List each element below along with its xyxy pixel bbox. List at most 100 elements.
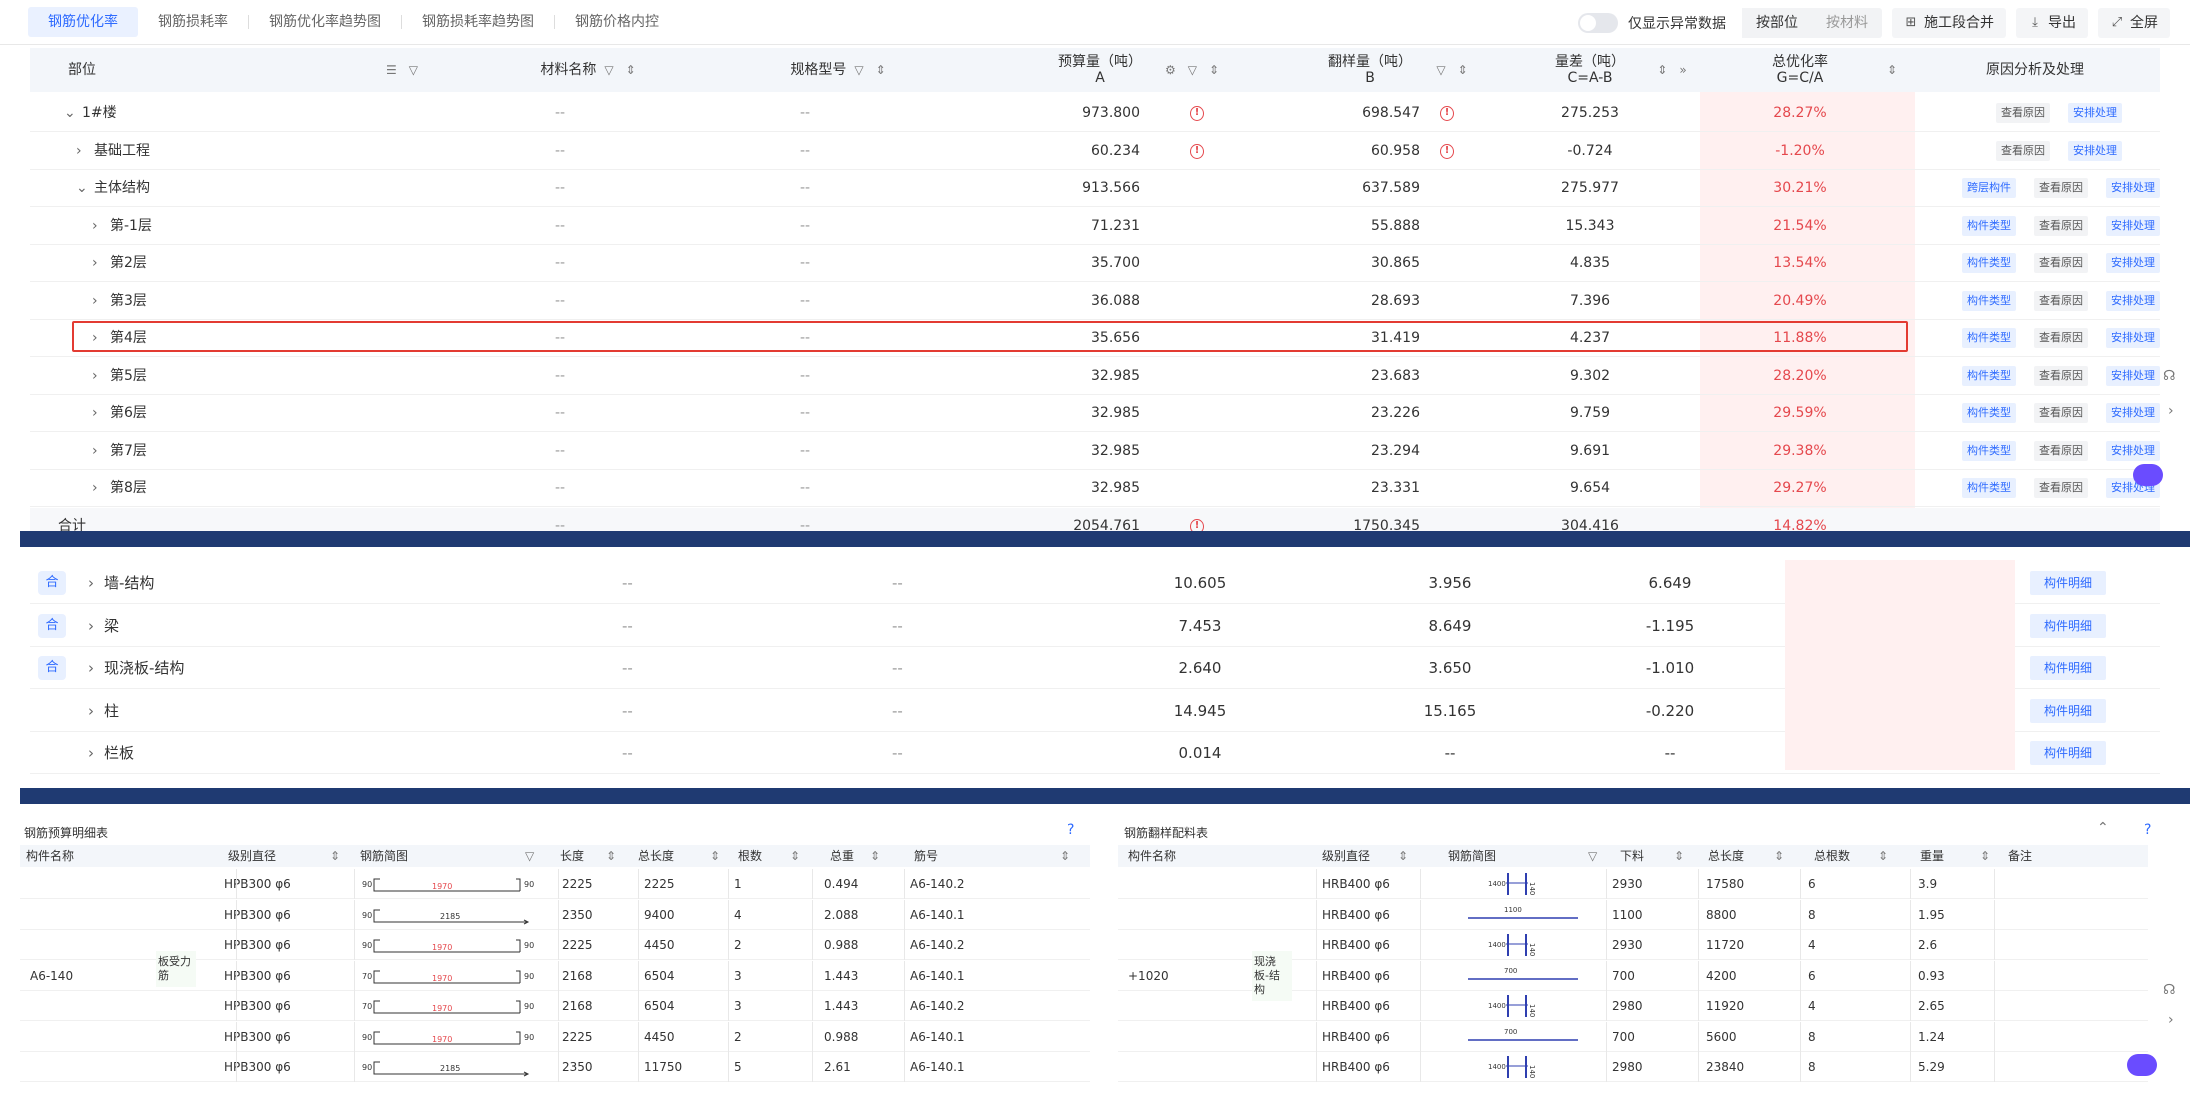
tab-price-control[interactable]: 钢筋价格内控 (575, 14, 659, 30)
action-tag-1[interactable]: 查看原因 (2034, 253, 2088, 273)
detail-row[interactable]: HRB400 φ6 1400 140 2930 17580 6 3.9 (1118, 869, 2148, 899)
table-row[interactable]: ⌄ 主体结构 -- -- 913.566 637.589 275.977 30.21% 跨层构件… (30, 170, 2160, 207)
sort-icon[interactable]: ⇕ (625, 63, 640, 77)
sort-icon[interactable]: ⇕ (330, 849, 341, 863)
component-detail-button[interactable]: 构件明细 (2030, 698, 2107, 723)
chevron-right-icon[interactable]: › (76, 142, 82, 159)
merged-badge[interactable]: 合 (38, 571, 66, 595)
filter-icon[interactable]: ▽ (1436, 63, 1450, 77)
action-tag-0[interactable]: 构件类型 (1962, 440, 2016, 461)
action-tag-1[interactable]: 查看原因 (2034, 215, 2088, 236)
chevron-right-icon[interactable]: › (92, 405, 98, 421)
chevron-right-icon[interactable]: › (88, 574, 94, 592)
detail-row[interactable]: HPB300 φ6 90 1970 90 2225 2225 1 0.494 A6-140.2 (20, 869, 1090, 899)
sort-icon[interactable]: ⇕ (710, 849, 721, 863)
component-detail-button[interactable]: 构件明细 (2030, 571, 2107, 595)
action-tag-1[interactable]: 查看原因 (2034, 440, 2088, 461)
warning-icon[interactable]: ! (1440, 143, 1454, 159)
filter-icon[interactable]: ▽ (854, 63, 868, 77)
detail-row[interactable]: HRB400 φ6 700 700 5600 8 1.24 (1118, 1021, 2148, 1052)
chevron-right-icon[interactable]: › (88, 701, 94, 720)
detail-row[interactable]: HRB400 φ6 700 700 4200 6 0.93 (1118, 960, 2148, 991)
chevron-right-icon[interactable]: › (92, 442, 98, 459)
action-tag-1[interactable]: 安排处理 (2068, 103, 2122, 123)
merge-segment-button[interactable]: ⊞ 施工段合并 (1892, 8, 2006, 38)
sort-icon[interactable]: ⇕ (1657, 63, 1672, 77)
headset-icon[interactable]: ☊ (2163, 368, 2176, 384)
table-row[interactable]: › 第4层 -- -- 35.656 31.419 4.237 11.88% 构件类型 查看原因安… (30, 320, 2160, 357)
chevron-down-icon[interactable]: ⌄ (76, 180, 88, 196)
splitter-bar[interactable] (20, 531, 2190, 547)
action-tag-2[interactable]: 安排处理 (2106, 365, 2160, 386)
action-tag-2[interactable]: 安排处理 (2106, 253, 2160, 273)
sort-icon[interactable]: ⇕ (870, 849, 881, 863)
action-tag-1[interactable]: 查看原因 (2034, 478, 2088, 498)
sort-icon[interactable]: ⇕ (1398, 849, 1409, 863)
sort-icon[interactable]: ⇕ (1774, 849, 1785, 863)
detail-row[interactable]: HPB300 φ6 70 1970 90 2168 6504 3 1.443 A6-140.2 (20, 991, 1090, 1021)
filter-icon[interactable]: ▽ (1588, 849, 1598, 863)
action-tag-0[interactable]: 构件类型 (1962, 478, 2016, 498)
sort-icon[interactable]: ⇕ (1878, 849, 1889, 863)
table-row[interactable]: › 第-1层 -- -- 71.231 55.888 15.343 21.54% 构件类型 查看原… (30, 208, 2160, 245)
chevron-right-icon[interactable]: › (92, 480, 98, 496)
filter-icon[interactable]: ▽ (525, 849, 535, 863)
tab-rebar-optimization-rate[interactable]: 钢筋优化率 (28, 7, 138, 37)
detail-row[interactable]: HRB400 φ6 1400 140 2930 11720 4 2.6 (1118, 930, 2148, 960)
component-detail-button[interactable]: 构件明细 (2030, 656, 2107, 680)
warning-icon[interactable]: ! (1190, 106, 1204, 121)
filter-icon[interactable]: ▽ (1187, 63, 1201, 77)
component-detail-button[interactable]: 构件明细 (2030, 613, 2107, 638)
table-row[interactable]: › 第3层 -- -- 36.088 28.693 7.396 20.49% 构件类型 查看原因安… (30, 283, 2160, 320)
chat-bubble-icon[interactable] (2127, 1054, 2157, 1076)
warning-icon[interactable]: ! (1440, 106, 1454, 121)
sort-list-icon[interactable]: ☰ (386, 63, 401, 77)
export-button[interactable]: ⤓ 导出 (2016, 8, 2088, 38)
headset-icon[interactable]: ☊ (2163, 982, 2176, 998)
collapse-up-icon[interactable]: ⌃ (2097, 820, 2109, 836)
action-tag-0[interactable]: 跨层构件 (1962, 178, 2016, 198)
sort-icon[interactable]: ⇕ (1457, 63, 1472, 77)
warning-icon[interactable]: ! (1190, 143, 1204, 159)
action-tag-1[interactable]: 查看原因 (2034, 328, 2088, 348)
tab-rebar-loss-rate[interactable]: 钢筋损耗率 (158, 14, 228, 30)
chevron-right-icon[interactable]: › (2168, 1012, 2174, 1028)
action-tag-2[interactable]: 安排处理 (2106, 440, 2160, 461)
action-tag-0[interactable]: 构件类型 (1962, 403, 2016, 423)
table-row[interactable]: › 基础工程 -- -- 60.234! 60.958! -0.724 -1.20% 查看原因安… (30, 133, 2160, 170)
table-row[interactable]: › 第2层 -- -- 35.700 30.865 4.835 13.54% 构件类型 查看原因安… (30, 245, 2160, 282)
help-icon[interactable]: ? (2144, 822, 2152, 838)
abnormal-only-toggle[interactable] (1578, 13, 1618, 33)
action-tag-2[interactable]: 安排处理 (2106, 178, 2160, 198)
table-row[interactable]: › 第8层 -- -- 32.985 23.331 9.654 29.27% 构件类型 查看原因安… (30, 470, 2160, 507)
tab-optimization-trend[interactable]: 钢筋优化率趋势图 (269, 14, 381, 30)
action-tag-0[interactable]: 查看原因 (1996, 103, 2050, 123)
action-tag-0[interactable]: 构件类型 (1962, 365, 2016, 386)
chevron-right-icon[interactable]: › (2168, 403, 2174, 419)
action-tag-1[interactable]: 安排处理 (2068, 140, 2122, 161)
table-row[interactable]: › 第6层 -- -- 32.985 23.226 9.759 29.59% 构件类型 查看原因安… (30, 395, 2160, 432)
gear-icon[interactable]: ⚙ (1164, 63, 1180, 77)
action-tag-1[interactable]: 查看原因 (2034, 403, 2088, 423)
component-detail-button[interactable]: 构件明细 (2030, 741, 2107, 765)
table-row[interactable]: › 第7层 -- -- 32.985 23.294 9.691 29.38% 构件类型 查看原因安… (30, 433, 2160, 470)
sort-icon[interactable]: ⇕ (1208, 63, 1224, 77)
sort-icon[interactable]: ⇕ (1060, 849, 1071, 863)
detail-row[interactable]: HPB300 φ6 90 2185 2350 11750 5 2.61 A6-140.1 (20, 1052, 1090, 1082)
tab-loss-trend[interactable]: 钢筋损耗率趋势图 (422, 14, 534, 30)
merged-badge[interactable]: 合 (38, 656, 66, 680)
detail-row[interactable]: HRB400 φ6 1400 140 2980 11920 4 2.65 (1118, 991, 2148, 1021)
chevron-down-icon[interactable]: ⌄ (64, 105, 76, 121)
action-tag-2[interactable]: 安排处理 (2106, 215, 2160, 236)
chat-bubble-icon[interactable] (2133, 464, 2163, 486)
detail-row[interactable]: HPB300 φ6 90 1970 90 2225 4450 2 0.988 A6-140.1 (20, 1021, 1090, 1052)
seg-by-material[interactable]: 按材料 (1826, 15, 1868, 31)
sort-icon[interactable]: ⇕ (1980, 849, 1991, 863)
merged-badge[interactable]: 合 (38, 613, 66, 638)
detail-row[interactable]: HPB300 φ6 90 1970 90 2225 4450 2 0.988 A6-140.2 (20, 930, 1090, 960)
help-icon[interactable]: ? (1067, 822, 1075, 838)
detail-row[interactable]: HPB300 φ6 70 1970 90 2168 6504 3 1.443 A6-140.1 (20, 960, 1090, 991)
action-tag-1[interactable]: 查看原因 (2034, 365, 2088, 386)
